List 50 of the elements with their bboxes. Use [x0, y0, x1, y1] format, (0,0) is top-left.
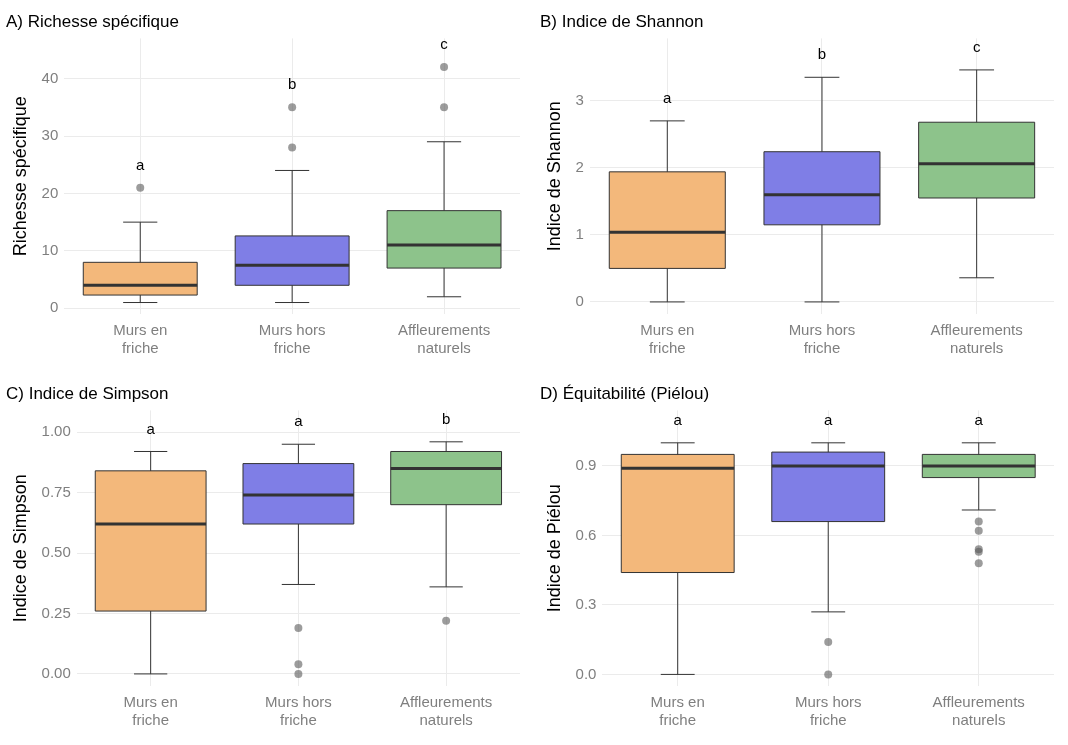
y-tick-label: 1 — [575, 225, 584, 243]
y-axis-title: Indice de Piélou — [543, 484, 564, 613]
x-tick-label: Murs en friche — [123, 693, 178, 729]
annotation: a — [824, 410, 834, 428]
x-tick-label: Affleurements naturels — [932, 693, 1025, 729]
y-axis-title: Indice de Simpson — [9, 474, 30, 623]
y-axis-title: Richesse spécifique — [9, 96, 30, 257]
x-tick-label: Murs en friche — [113, 321, 168, 357]
y-tick-label: 30 — [41, 126, 59, 144]
x-tick-label: Affleurements naturels — [399, 693, 493, 729]
y-tick-label: 20 — [41, 183, 59, 201]
x-tick-label: Murs hors friche — [258, 321, 326, 357]
annotation: c — [972, 38, 981, 56]
x-tick-label: Murs hors friche — [788, 321, 856, 357]
x-tick-label: Murs en friche — [650, 693, 705, 729]
annotation: a — [663, 89, 673, 107]
x-tick-label: Affleurements naturels — [930, 321, 1023, 357]
annotation: b — [287, 75, 297, 93]
y-tick-label: 0.00 — [41, 664, 71, 682]
y-tick-label: 40 — [41, 68, 59, 86]
annotation: b — [441, 409, 451, 427]
y-tick-label: 0.3 — [575, 595, 597, 613]
annotation: b — [817, 45, 827, 63]
y-tick-label: 3 — [575, 90, 584, 108]
y-tick-label: 0 — [49, 298, 59, 316]
annotation: a — [146, 419, 156, 437]
x-tick-label: Murs en friche — [640, 321, 695, 357]
y-tick-label: 0.75 — [41, 482, 71, 500]
chart-title: A) Richesse spécifique — [6, 11, 179, 31]
chart-title: B) Indice de Shannon — [540, 11, 704, 31]
annotation: a — [974, 410, 984, 428]
y-tick-label: 0.50 — [41, 543, 71, 561]
y-tick-label: 0.0 — [575, 664, 597, 682]
x-tick-label: Affleurements naturels — [397, 321, 491, 357]
y-tick-label: 2 — [575, 157, 584, 175]
y-tick-label: 0.9 — [575, 456, 597, 474]
chart-title: D) Équitabilité (Piélou) — [540, 383, 710, 403]
y-tick-label: 1.00 — [41, 422, 71, 440]
y-tick-label: 0.6 — [575, 525, 597, 543]
y-axis-title: Indice de Shannon — [543, 101, 564, 252]
chart-title: C) Indice de Simpson — [6, 383, 169, 403]
x-tick-label: Murs hors friche — [265, 693, 332, 729]
y-tick-label: 0.25 — [41, 603, 71, 621]
annotation: a — [294, 412, 304, 430]
annotation: c — [440, 35, 449, 53]
y-tick-label: 10 — [41, 240, 59, 258]
y-tick-label: 0 — [575, 292, 584, 310]
x-tick-label: Murs hors friche — [794, 693, 862, 729]
annotation: a — [673, 410, 683, 428]
annotation: a — [136, 155, 146, 173]
